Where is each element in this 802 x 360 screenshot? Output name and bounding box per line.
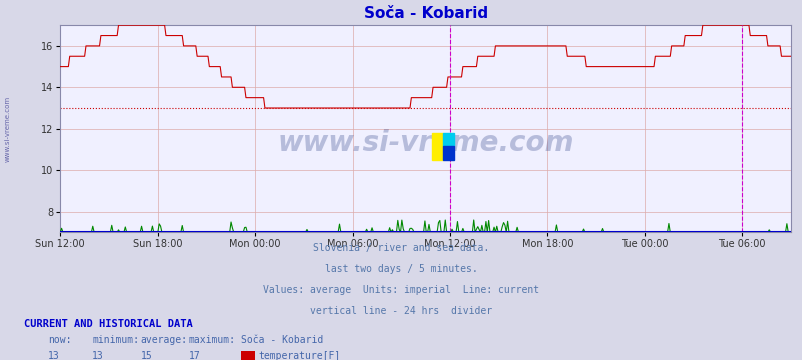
- Text: minimum:: minimum:: [92, 335, 140, 345]
- Text: last two days / 5 minutes.: last two days / 5 minutes.: [325, 264, 477, 274]
- Text: 17: 17: [188, 351, 200, 360]
- Text: 13: 13: [92, 351, 104, 360]
- Text: now:: now:: [48, 335, 71, 345]
- Bar: [442, 133, 453, 146]
- Text: average:: average:: [140, 335, 188, 345]
- Text: www.si-vreme.com: www.si-vreme.com: [5, 96, 11, 162]
- Text: 13: 13: [48, 351, 60, 360]
- Text: www.si-vreme.com: www.si-vreme.com: [277, 129, 573, 157]
- Text: 15: 15: [140, 351, 152, 360]
- Text: vertical line - 24 hrs  divider: vertical line - 24 hrs divider: [310, 306, 492, 316]
- Text: CURRENT AND HISTORICAL DATA: CURRENT AND HISTORICAL DATA: [24, 319, 192, 329]
- Text: temperature[F]: temperature[F]: [258, 351, 340, 360]
- Text: Values: average  Units: imperial  Line: current: Values: average Units: imperial Line: cu…: [263, 285, 539, 295]
- Bar: [442, 146, 453, 160]
- Text: Slovenia / river and sea data.: Slovenia / river and sea data.: [313, 243, 489, 253]
- Title: Soča - Kobarid: Soča - Kobarid: [363, 6, 487, 21]
- Text: maximum:: maximum:: [188, 335, 236, 345]
- Bar: [431, 133, 442, 160]
- Text: Soča - Kobarid: Soča - Kobarid: [241, 335, 322, 345]
